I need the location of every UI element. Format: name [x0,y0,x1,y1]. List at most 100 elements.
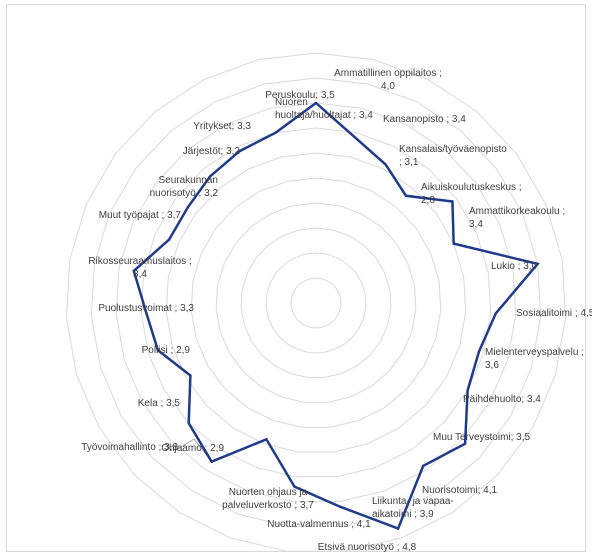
category-label-line: aikatoimi ; 3,9 [372,509,434,520]
category-label-line: Aikuiskoulutuskeskus ; [421,182,522,193]
category-label-8: Mielenterveyspalvelu ; 3,6 [485,347,584,371]
category-label-line: 3,4 [469,219,483,230]
category-label-line: Ammatillinen oppilaitos ; [334,68,442,79]
category-label-line: Muut työpajat ; 3,7 [99,210,182,221]
category-label-line: Nuoren [275,97,308,108]
category-label-line: Kansalais/työväenopisto [399,144,507,155]
category-label-10: Muu Terveystoimi; 3,5 [433,432,531,443]
category-labels: Ammatillinen oppilaitos ; 4,0 Kansanopisto… [81,68,592,553]
category-label-line: Sosiaalitoimi ; 4,5 [516,308,592,319]
category-label-2: Kansanopisto ; 3,4 [383,114,466,125]
category-label-13: Etsivä nuorisotyö ; 4,8 [318,542,417,553]
series-point-10 [466,389,469,392]
series-point-9 [477,350,481,353]
category-label-24: Järjestöt; 3,2 [183,146,241,157]
chart-frame [6,4,586,552]
category-label-line: Etsivä nuorisotyö ; 4,8 [318,542,417,553]
series-point-5 [451,200,454,203]
category-label-9: Päihdehuolto; 3,4 [463,394,541,405]
category-label-line: ; 3,1 [399,157,419,168]
series-point-18 [187,421,190,425]
series-point-6 [452,242,455,245]
grid-ring-5 [190,177,442,428]
category-label-22: Muut työpajat ; 3,7 [99,210,182,221]
category-label-17: Työvoimahallinto ; 3,8 [81,442,178,453]
category-label-5: Ammattikorkeakoulu ; 3,4 [469,206,565,230]
category-label-27: Peruskoulu; 3,5 [265,90,335,101]
category-label-line: Poliisi ; 2,9 [142,345,191,356]
series-point-14 [338,505,341,508]
category-label-line: Ohjaamo ; 2,9 [161,443,224,454]
category-label-line: Seurakunnan [159,175,219,186]
category-label-21: Rikosseuraamuslaitos ; 3,4 [88,256,191,280]
grid-ring-6 [165,152,467,453]
series-point-19 [189,374,192,377]
series-point-1 [314,101,318,105]
grid-ring-8 [115,102,517,503]
category-label-line: huoltaja/huoltajat ; 3,4 [275,110,373,121]
series-point-4 [404,194,408,197]
category-label-line: Nuorisotoimi; 4,1 [422,485,497,496]
series-point-20 [156,349,160,352]
series-point-23 [167,238,171,241]
category-label-line: Muu Terveystoimi; 3,5 [433,432,531,443]
series-point-21 [145,311,148,315]
category-label-line: palveluverkosto ; 3,7 [222,500,314,511]
grid-ring-1 [290,277,342,329]
grid-ring-2 [265,252,367,354]
grid-ring-9 [90,77,542,527]
category-label-line: Rikosseuraamuslaitos ; [88,256,191,267]
category-label-line: Puolustusvoimat ; 3,3 [98,303,194,314]
category-label-line: Nuorten ohjaus ja [229,487,308,498]
category-label-line: 3,6 [485,360,499,371]
category-label-line: Lukio ; 3,0 [491,261,538,272]
series-point-12 [422,464,425,468]
category-label-3: Kansalais/työväenopisto ; 3,1 [399,144,507,168]
series-point-7 [536,262,539,266]
category-label-11: Nuorisotoimi; 4,1 [422,485,497,496]
series-point-8 [494,312,497,315]
radar-series [132,101,540,531]
category-label-20: Puolustusvoimat ; 3,3 [98,303,194,314]
radar-grid [65,52,567,552]
series-point-26 [238,149,241,153]
category-label-line: nuorisotyö ; 3,2 [150,188,219,199]
category-label-line: Peruskoulu; 3,5 [265,90,335,101]
series-point-16 [265,438,268,441]
category-label-23: Seurakunnan nuorisotyö ; 3,2 [150,175,219,199]
category-label-line: Nuotta-valmennus ; 4,1 [267,519,371,530]
category-label-15: Nuorten ohjaus ja palveluverkosto ; 3,7 [222,487,314,511]
category-label-14: Nuotta-valmennus ; 4,1 [267,519,371,530]
category-label-26: Nuoren huoltaja/huoltajat ; 3,4 [275,97,373,121]
category-label-7: Sosiaalitoimi ; 4,5 [516,308,592,319]
category-label-line: Järjestöt; 3,2 [183,146,241,157]
category-label-12: Liikunta- ja vapaa-aikatoimi ; 3,9 [372,496,454,520]
category-label-16: Ohjaamo ; 2,9 [161,443,224,454]
category-label-line: 4,0 [381,81,395,92]
category-label-line: 3,4 [133,269,147,280]
category-label-line: Mielenterveyspalvelu ; [485,347,584,358]
series-point-15 [293,485,296,488]
category-label-line: Työvoimahallinto ; 3,8 [81,442,178,453]
category-label-line: Kansanopisto ; 3,4 [383,114,466,125]
category-label-4: Aikuiskoulutuskeskus ; 2,8 [421,182,522,206]
series-point-24 [186,206,189,209]
category-label-1: Ammatillinen oppilaitos ; 4,0 [334,68,442,92]
category-label-line: Päihdehuolto; 3,4 [463,394,541,405]
category-label-6: Lukio ; 3,0 [491,261,538,272]
series-line [132,101,540,531]
series-point-22 [132,269,135,273]
series-point-27 [274,131,277,134]
category-label-line: Ammattikorkeakoulu ; [469,206,565,217]
series-point-17 [210,460,213,463]
category-label-line: Yritykset; 3,3 [193,121,251,132]
category-label-line: 2,8 [421,195,435,206]
series-point-2 [354,136,357,139]
grid-ring-4 [215,202,417,403]
series-point-25 [208,175,212,178]
grid-ring-10 [65,52,567,552]
series-point-13 [396,527,400,530]
category-label-25: Yritykset; 3,3 [193,121,251,132]
category-label-line: Liikunta- ja vapaa- [372,496,454,507]
